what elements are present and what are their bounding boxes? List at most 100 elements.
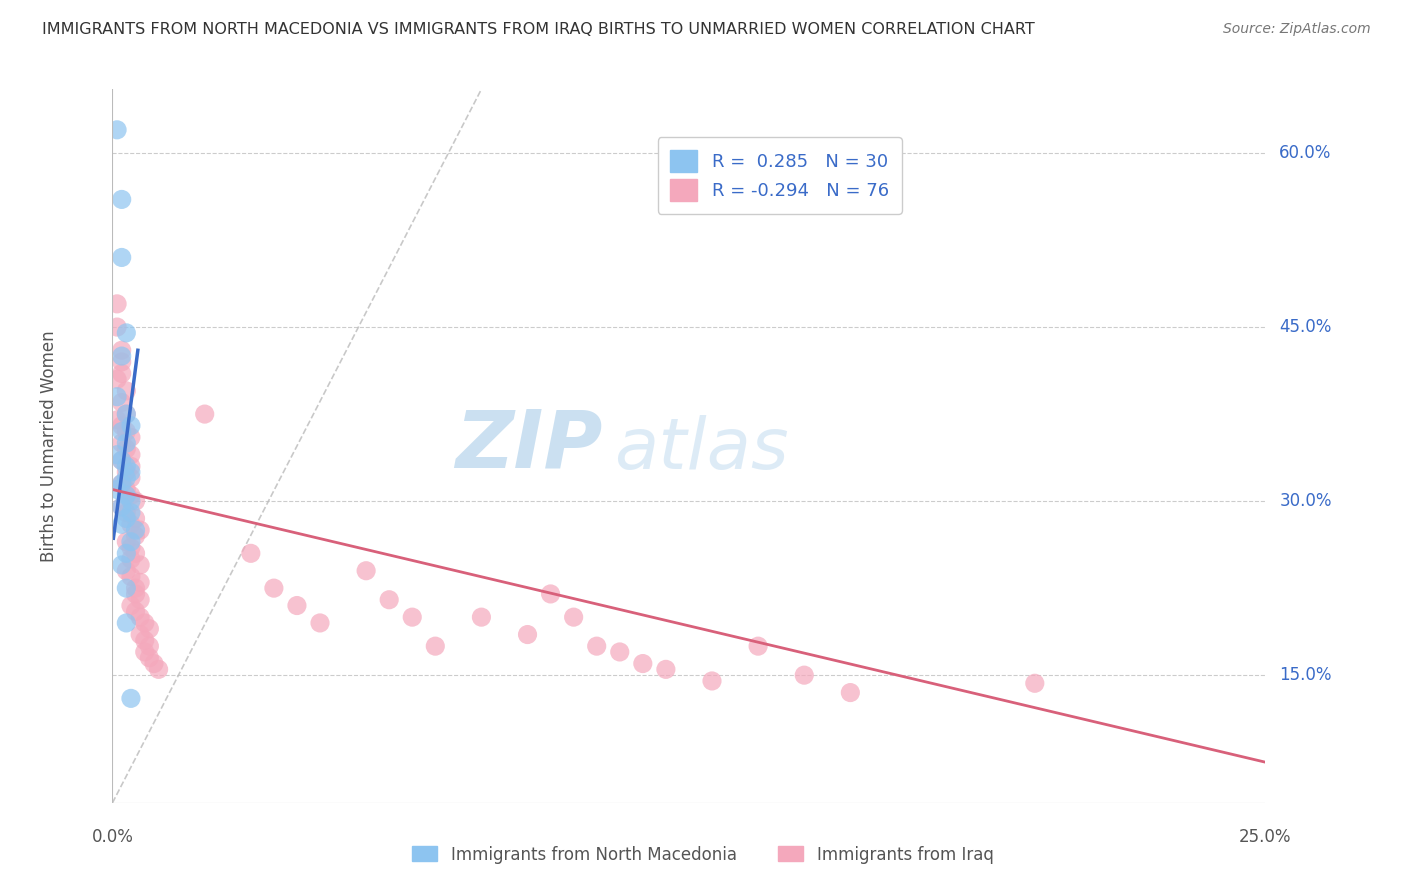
Text: Source: ZipAtlas.com: Source: ZipAtlas.com (1223, 22, 1371, 37)
Text: 25.0%: 25.0% (1239, 828, 1292, 846)
Point (134, 633, 156, 648)
Point (105, 390, 128, 404)
Point (124, 494, 146, 508)
Point (105, 413, 128, 427)
Point (143, 657, 166, 671)
Point (111, 251, 134, 265)
Text: Births to Unmarried Women: Births to Unmarried Women (39, 330, 58, 562)
Point (115, 459, 138, 474)
Point (111, 453, 134, 467)
Point (115, 425, 138, 439)
Point (120, 448, 142, 462)
Text: 60.0%: 60.0% (1279, 144, 1331, 162)
Point (115, 564, 138, 578)
Point (115, 465, 138, 479)
Point (134, 615, 156, 630)
Point (378, 592, 401, 607)
Point (115, 407, 138, 421)
Point (124, 604, 146, 618)
Point (148, 662, 170, 676)
Legend: Immigrants from North Macedonia, Immigrants from Iraq: Immigrants from North Macedonia, Immigra… (406, 839, 1000, 871)
Point (239, 546, 262, 560)
Point (120, 465, 142, 479)
Point (115, 488, 138, 502)
Point (120, 541, 142, 555)
Point (120, 459, 142, 474)
Point (120, 517, 142, 532)
Point (138, 650, 160, 665)
Point (138, 622, 160, 636)
Point (354, 564, 377, 578)
Point (105, 483, 128, 497)
Point (470, 610, 492, 624)
Point (120, 488, 142, 502)
Point (115, 615, 138, 630)
Point (115, 384, 138, 398)
Point (111, 343, 134, 358)
Point (120, 506, 142, 520)
Point (115, 407, 138, 421)
Point (115, 511, 138, 525)
Point (105, 297, 128, 311)
Point (105, 372, 128, 386)
Text: 45.0%: 45.0% (1279, 318, 1331, 336)
Point (115, 471, 138, 485)
Point (124, 581, 146, 595)
Point (120, 552, 142, 566)
Point (129, 610, 152, 624)
Point (111, 418, 134, 433)
Point (111, 395, 134, 409)
Point (120, 430, 142, 444)
Point (111, 500, 134, 514)
Point (285, 599, 308, 613)
Point (1024, 676, 1046, 690)
Point (120, 418, 142, 433)
Point (138, 639, 160, 653)
Point (309, 615, 332, 630)
Point (124, 587, 146, 601)
Point (124, 511, 146, 525)
Point (111, 425, 134, 439)
Point (129, 592, 152, 607)
Point (129, 627, 152, 641)
Point (124, 546, 146, 560)
Point (793, 668, 815, 682)
Point (111, 453, 134, 467)
Point (115, 326, 138, 340)
Point (194, 407, 217, 421)
Legend: R =  0.285   N = 30, R = -0.294   N = 76: R = 0.285 N = 30, R = -0.294 N = 76 (658, 137, 901, 214)
Point (111, 517, 134, 532)
Point (134, 645, 156, 659)
Point (111, 500, 134, 514)
Point (425, 639, 447, 653)
Text: IMMIGRANTS FROM NORTH MACEDONIA VS IMMIGRANTS FROM IRAQ BIRTHS TO UNMARRIED WOME: IMMIGRANTS FROM NORTH MACEDONIA VS IMMIG… (42, 22, 1035, 37)
Point (839, 685, 862, 699)
Point (111, 436, 134, 450)
Point (562, 610, 585, 624)
Point (124, 523, 146, 537)
Point (700, 673, 723, 688)
Point (585, 639, 607, 653)
Point (609, 645, 631, 659)
Point (111, 558, 134, 572)
Point (120, 471, 142, 485)
Text: 15.0%: 15.0% (1279, 666, 1331, 684)
Point (111, 476, 134, 491)
Point (115, 506, 138, 520)
Point (120, 569, 142, 583)
Point (129, 575, 152, 590)
Point (115, 442, 138, 456)
Point (115, 436, 138, 450)
Point (111, 193, 134, 207)
Point (655, 662, 678, 676)
Point (120, 599, 142, 613)
Point (516, 627, 538, 641)
Point (115, 581, 138, 595)
Point (124, 529, 146, 543)
Point (115, 483, 138, 497)
Point (111, 367, 134, 381)
Point (540, 587, 562, 601)
Text: 0.0%: 0.0% (91, 828, 134, 846)
Text: 30.0%: 30.0% (1279, 492, 1331, 510)
Point (115, 546, 138, 560)
